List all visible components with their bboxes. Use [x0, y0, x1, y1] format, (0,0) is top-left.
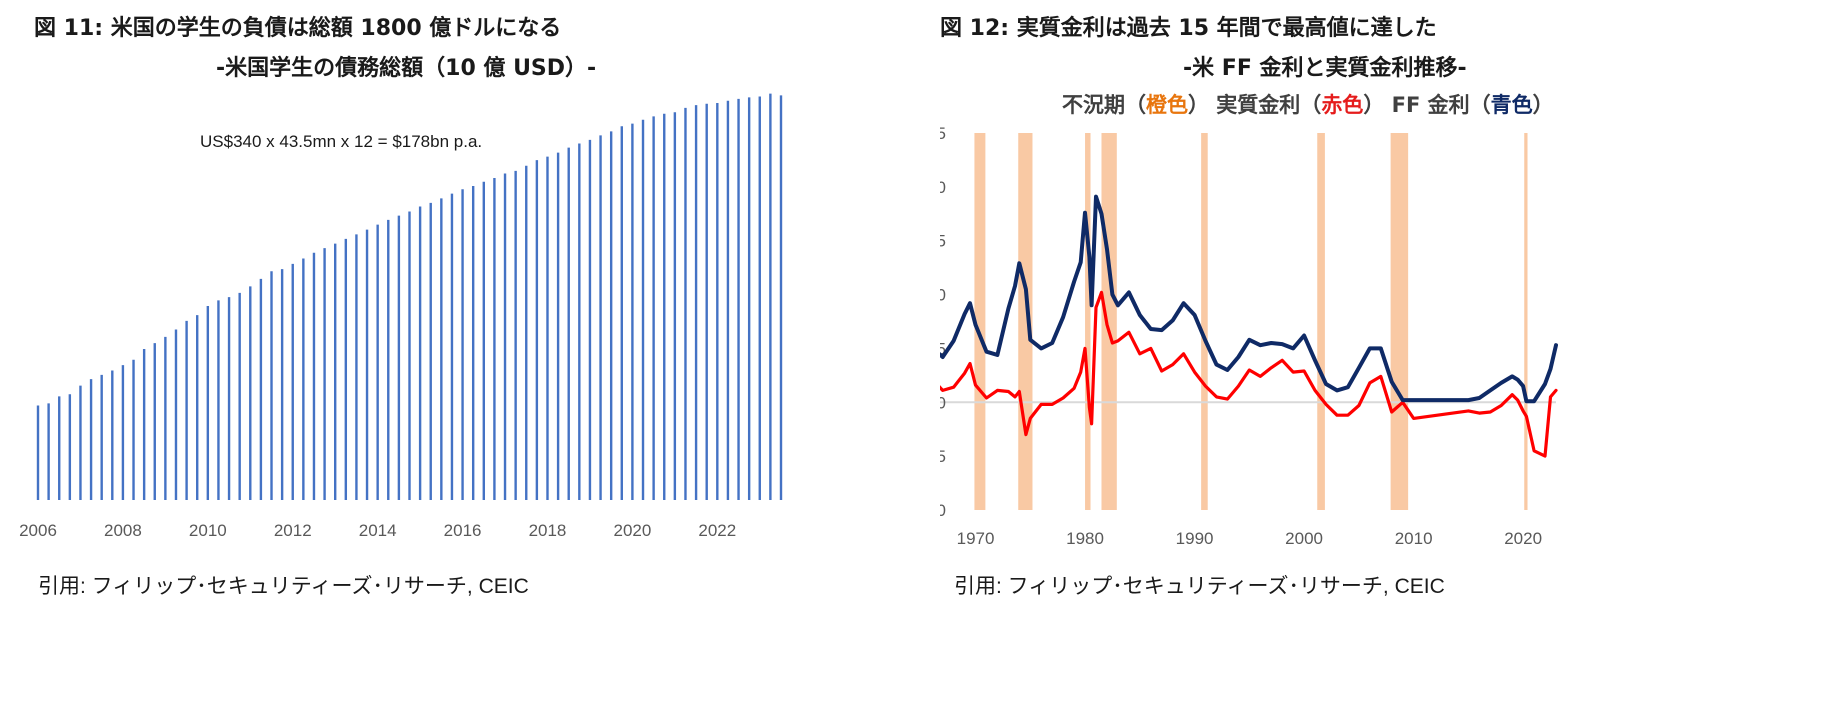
y-tick-label: 10	[940, 286, 946, 305]
x-tick-label: 1980	[1066, 529, 1104, 548]
y-tick-label: 15	[940, 232, 946, 251]
y-tick-label: -5	[940, 447, 946, 466]
figure-12-subtitle: -米 FF 金利と実質金利推移-	[1183, 56, 1467, 81]
x-tick-label: 2018	[529, 521, 567, 540]
x-tick-label: 2016	[444, 521, 482, 540]
figure-11-subtitle: -米国学生の債務総額（10 億 USD）-	[216, 56, 597, 81]
x-tick-label: 1970	[957, 529, 995, 548]
ff-rate-line	[940, 194, 1558, 404]
student-debt-bar-chart: 2006 2008 2010 2012 2014 2016 2018 2020 2022 US$3…	[19, 93, 783, 540]
interest-rate-line-chart: 2520151050-5-101960197019801990200020102…	[940, 124, 1558, 548]
x-tick-label: 2010	[189, 521, 227, 540]
recession-band	[1201, 133, 1208, 510]
y-tick-label: -10	[940, 501, 946, 520]
x-tick-label: 2008	[104, 521, 142, 540]
x-tick-label: 2010	[1395, 529, 1433, 548]
chart-annotation: US$340 x 43.5mn x 12 = $178bn p.a.	[200, 132, 482, 151]
legend-ff-rate-label: ） FF 金利（	[1363, 93, 1491, 117]
y-tick-label: 20	[940, 178, 946, 197]
figure-12-source: 引用: フィリップ･セキュリティーズ･リサーチ, CEIC	[954, 575, 1445, 598]
x-tick-label: 2020	[1504, 529, 1542, 548]
recession-band	[1101, 133, 1117, 510]
figure-12-title: 図 12: 実質金利は過去 15 年間で最高値に達した	[940, 16, 1437, 41]
figure-11-title: 図 11: 米国の学生の負債は総額 1800 億ドルになる	[34, 16, 562, 41]
right-chart-panel: 図 12: 実質金利は過去 15 年間で最高値に達した -米 FF 金利と実質金…	[940, 0, 1844, 711]
figure-12-legend: 不況期（橙色） 実質金利（赤色） FF 金利（青色）	[1062, 89, 1554, 119]
x-tick-label: 2012	[274, 521, 312, 540]
y-tick-label: 0	[940, 393, 946, 412]
recession-band	[1390, 133, 1409, 510]
x-tick-label: 1990	[1176, 529, 1214, 548]
recession-band	[1317, 133, 1325, 510]
x-tick-label: 2014	[359, 521, 397, 540]
legend-close: ）	[1532, 93, 1554, 117]
recession-band	[1085, 133, 1091, 510]
figure-11-source: 引用: フィリップ･セキュリティーズ･リサーチ, CEIC	[38, 575, 529, 598]
recession-band	[974, 133, 986, 510]
left-chart-panel: 図 11: 米国の学生の負債は総額 1800 億ドルになる -米国学生の債務総額…	[19, 16, 783, 598]
recession-band	[1524, 133, 1528, 510]
legend-recession-label: 不況期（	[1062, 93, 1146, 117]
x-tick-label: 2000	[1285, 529, 1323, 548]
legend-real-rate-label: ） 実質金利（	[1188, 93, 1322, 117]
y-tick-label: 5	[940, 339, 946, 358]
legend-recession-color: 橙色	[1146, 93, 1188, 117]
x-tick-label: 2022	[698, 521, 736, 540]
real-rate-line	[940, 290, 1558, 458]
y-tick-label: 25	[940, 124, 946, 143]
x-tick-label: 2020	[613, 521, 651, 540]
legend-real-rate-color: 赤色	[1321, 93, 1364, 117]
legend-ff-rate-color: 青色	[1490, 93, 1533, 117]
x-tick-label: 2006	[19, 521, 57, 540]
